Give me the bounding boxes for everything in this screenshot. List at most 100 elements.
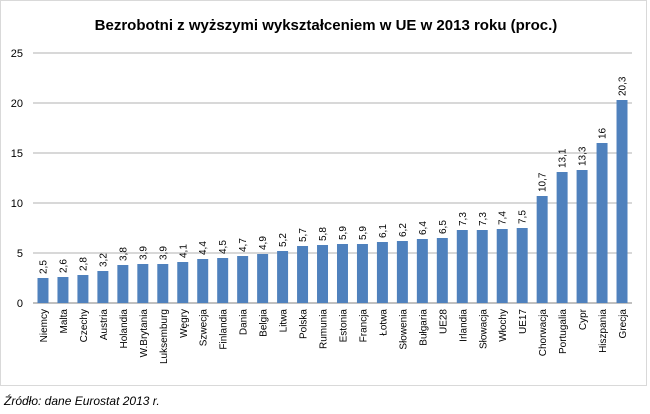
data-label: 5,9	[338, 226, 349, 240]
chart-border	[0, 0, 647, 386]
data-label: 6,2	[398, 223, 409, 237]
y-tick-label: 5	[17, 248, 23, 260]
data-label: 7,3	[458, 212, 469, 226]
bar	[516, 228, 528, 303]
data-label: 7,3	[478, 212, 489, 226]
bar	[37, 278, 49, 303]
bar	[217, 258, 229, 303]
bar	[596, 143, 608, 303]
data-label: 4,4	[198, 241, 209, 255]
bar	[237, 256, 249, 303]
bar	[496, 229, 508, 303]
bar	[436, 238, 448, 303]
bar	[456, 230, 468, 303]
data-label: 5,9	[358, 226, 369, 240]
x-tick-label: Hiszpania	[598, 309, 609, 353]
bar	[117, 265, 129, 303]
bar	[257, 254, 269, 303]
bar	[396, 241, 408, 303]
data-label: 13,3	[578, 146, 589, 166]
x-tick-label: Finlandia	[219, 309, 230, 350]
x-tick-label: W.Brytania	[139, 309, 150, 358]
data-label: 2,8	[78, 257, 89, 271]
bar	[336, 244, 348, 303]
bar	[157, 264, 169, 303]
bar	[556, 172, 568, 303]
x-tick-label: Węgry	[179, 309, 190, 338]
x-tick-label: Portugalia	[558, 309, 569, 354]
data-label: 3,9	[158, 246, 169, 260]
bar	[77, 275, 89, 303]
y-tick-label: 20	[11, 98, 23, 110]
x-tick-label: Szwecja	[199, 309, 210, 347]
x-tick-label: Włochy	[498, 309, 509, 342]
x-tick-label: Niemcy	[39, 309, 50, 342]
bar	[97, 271, 109, 303]
x-tick-label: Belgia	[259, 309, 270, 337]
x-tick-label: Cypr	[578, 308, 589, 330]
bar	[297, 246, 309, 303]
data-label: 3,9	[138, 246, 149, 260]
data-label: 4,5	[218, 240, 229, 254]
bar	[177, 262, 189, 303]
bars	[37, 100, 628, 303]
x-tick-label: Holandia	[119, 309, 130, 349]
data-labels: 2,5 2,6 2,8 3,2 3,8 3,9 3,9 4,1 4,4 4,5 4,7 4,9 5,2 5…	[38, 76, 628, 274]
x-tick-label: Estonia	[338, 309, 349, 343]
bar	[317, 245, 329, 303]
x-tick-label: Grecja	[618, 309, 629, 339]
y-tick-label: 10	[11, 198, 23, 210]
gridlines	[33, 52, 632, 304]
x-tick-label: UE28	[438, 309, 449, 334]
data-label: 16	[598, 127, 609, 139]
data-label: 3,8	[118, 247, 129, 261]
x-tick-label: Luksemburg	[159, 309, 170, 364]
data-label: 6,5	[438, 220, 449, 234]
chart-title: Bezrobotni z wyższymi wykształceniem w U…	[95, 17, 558, 34]
bar	[536, 196, 548, 303]
data-label: 4,9	[258, 236, 269, 250]
data-label: 20,3	[618, 76, 629, 96]
x-tick-label: Litwa	[279, 309, 290, 333]
x-tick-label: Czechy	[79, 309, 90, 342]
data-label: 10,7	[538, 172, 549, 192]
data-label: 13,1	[558, 148, 569, 168]
bar	[197, 259, 209, 303]
x-tick-label: Irlandia	[458, 309, 469, 342]
data-label: 2,5	[38, 260, 49, 274]
bar	[137, 264, 149, 303]
x-tick-label: Rumunia	[319, 309, 330, 349]
data-label: 5,2	[278, 233, 289, 247]
bar	[356, 244, 368, 303]
data-label: 5,7	[298, 228, 309, 242]
x-axis: Niemcy Malta Czechy Austria Holandia W.Brytan…	[39, 308, 629, 364]
x-tick-label: Słowenia	[398, 309, 409, 350]
x-tick-label: Dania	[239, 309, 250, 336]
y-tick-label: 15	[11, 148, 23, 160]
bar	[576, 170, 588, 303]
x-tick-label: Francja	[358, 309, 369, 343]
y-tick-label: 0	[17, 298, 23, 310]
bar	[376, 242, 388, 303]
x-tick-label: Bułgaria	[418, 309, 429, 346]
y-axis: 0 5 10 15 20 25	[11, 48, 23, 310]
data-label: 6,4	[418, 221, 429, 235]
bar	[57, 277, 69, 303]
x-tick-label: Austria	[99, 309, 110, 341]
x-tick-label: Chorwacja	[538, 309, 549, 357]
y-tick-label: 25	[11, 48, 23, 60]
data-label: 4,1	[178, 244, 189, 258]
source-note: Źródło: dane Eurostat 2013 r.	[4, 394, 160, 408]
bar	[277, 251, 289, 303]
bar	[616, 100, 628, 303]
data-label: 7,5	[518, 210, 529, 224]
data-label: 6,1	[378, 224, 389, 238]
x-tick-label: Polska	[299, 309, 310, 339]
data-label: 7,4	[498, 211, 509, 225]
x-tick-label: UE17	[518, 309, 529, 334]
data-label: 4,7	[238, 238, 249, 252]
data-label: 3,2	[98, 253, 109, 267]
data-label: 2,6	[58, 259, 69, 273]
